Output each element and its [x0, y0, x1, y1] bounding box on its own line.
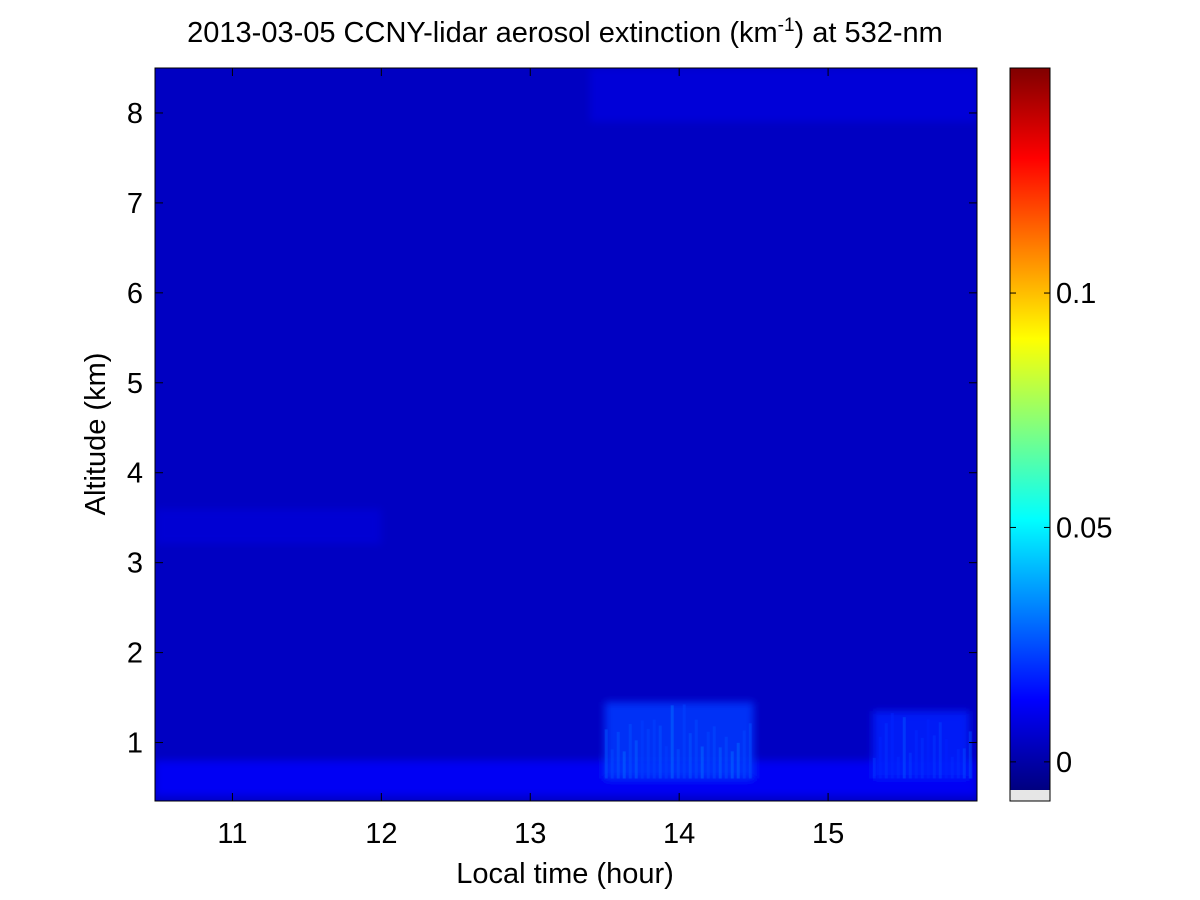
plume-streak [652, 719, 656, 779]
plume-streak [902, 717, 906, 779]
chart-title: 2013-03-05 CCNY-lidar aerosol extinction… [187, 15, 943, 49]
plume-streak [694, 719, 698, 779]
plume-streak [736, 742, 740, 779]
x-tick-label: 13 [514, 818, 546, 850]
plume-streak [890, 713, 894, 779]
plume-streak [712, 726, 716, 779]
y-tick-label: 6 [127, 278, 143, 310]
heatmap-feature-0 [155, 760, 977, 797]
y-tick-label: 7 [127, 188, 143, 220]
colorbar-ticks: 0 0.05 0.1 [1010, 278, 1112, 779]
plume-streak [616, 731, 620, 779]
plume-streak [926, 719, 930, 779]
plume-streak [730, 751, 734, 779]
y-axis-ticks: 1 2 3 4 5 6 7 8 [127, 98, 977, 760]
y-tick-label: 5 [127, 368, 143, 400]
title-suffix: ) at 532-nm [795, 17, 943, 49]
plume-streak [968, 731, 972, 779]
heatmap-streaks [604, 704, 972, 779]
plume-streak [718, 747, 722, 779]
x-tick-label: 11 [217, 818, 247, 850]
plume-streak [944, 738, 948, 779]
plume-streak [658, 725, 662, 779]
colorbar-frame [1009, 67, 1051, 802]
plume-streak [920, 737, 924, 779]
plume-streak [748, 723, 752, 779]
plume-streak [872, 757, 876, 779]
plume-streak [878, 736, 882, 779]
y-tick-label: 2 [127, 638, 143, 670]
plume-streak [884, 723, 888, 779]
plume-streak [706, 731, 710, 779]
x-axis-label: Local time (hour) [456, 858, 674, 890]
plot-frame [154, 67, 978, 802]
y-tick-label: 8 [127, 98, 143, 130]
heatmap-area [155, 68, 977, 801]
plume-streak [700, 746, 704, 779]
heatmap-feature-4 [155, 508, 382, 545]
title-prefix: 2013-03-05 CCNY-lidar aerosol extinction… [187, 17, 777, 49]
plume-streak [896, 756, 900, 779]
heatmap-background [155, 68, 977, 801]
plume-streak [688, 733, 692, 779]
colorbar: 0 0.05 0.1 [1009, 67, 1112, 802]
x-tick-label: 15 [812, 818, 844, 850]
plume-streak [914, 730, 918, 779]
plume-streak [956, 749, 960, 779]
y-tick-label: 4 [127, 458, 143, 490]
plume-streak [664, 746, 668, 779]
colorbar-tick-label: 0.05 [1056, 512, 1112, 544]
plume-streak [682, 704, 686, 779]
title-superscript: -1 [778, 15, 795, 36]
colorbar-tick-label: 0.1 [1056, 278, 1096, 310]
plume-streak [742, 730, 746, 779]
plume-streak [610, 749, 614, 779]
plume-streak [604, 729, 608, 779]
plume-streak [724, 736, 728, 779]
plume-streak [640, 720, 644, 779]
plume-streak [676, 749, 680, 779]
plume-streak [950, 756, 954, 779]
x-axis-ticks: 11 12 13 14 15 [217, 68, 844, 850]
y-axis-label: Altitude (km) [80, 353, 112, 516]
heatmap-features [155, 68, 977, 797]
colorbar-gradient [1010, 68, 1050, 790]
plume-streak [932, 735, 936, 779]
colorbar-tick-label: 0 [1056, 747, 1072, 779]
x-tick-label: 12 [365, 818, 397, 850]
plume-streak [646, 728, 650, 779]
colorbar-nodata-swatch [1010, 790, 1050, 801]
heatmap-feature-3 [589, 68, 977, 122]
y-tick-label: 1 [127, 728, 143, 760]
plume-streak [628, 724, 632, 779]
plume-streak [634, 740, 638, 779]
plume-streak [622, 751, 626, 779]
plume-streak [938, 722, 942, 779]
plume-streak [908, 752, 912, 779]
plume-streak [670, 705, 674, 779]
y-tick-label: 3 [127, 548, 143, 580]
plume-streak [962, 748, 966, 779]
x-tick-label: 14 [663, 818, 695, 850]
